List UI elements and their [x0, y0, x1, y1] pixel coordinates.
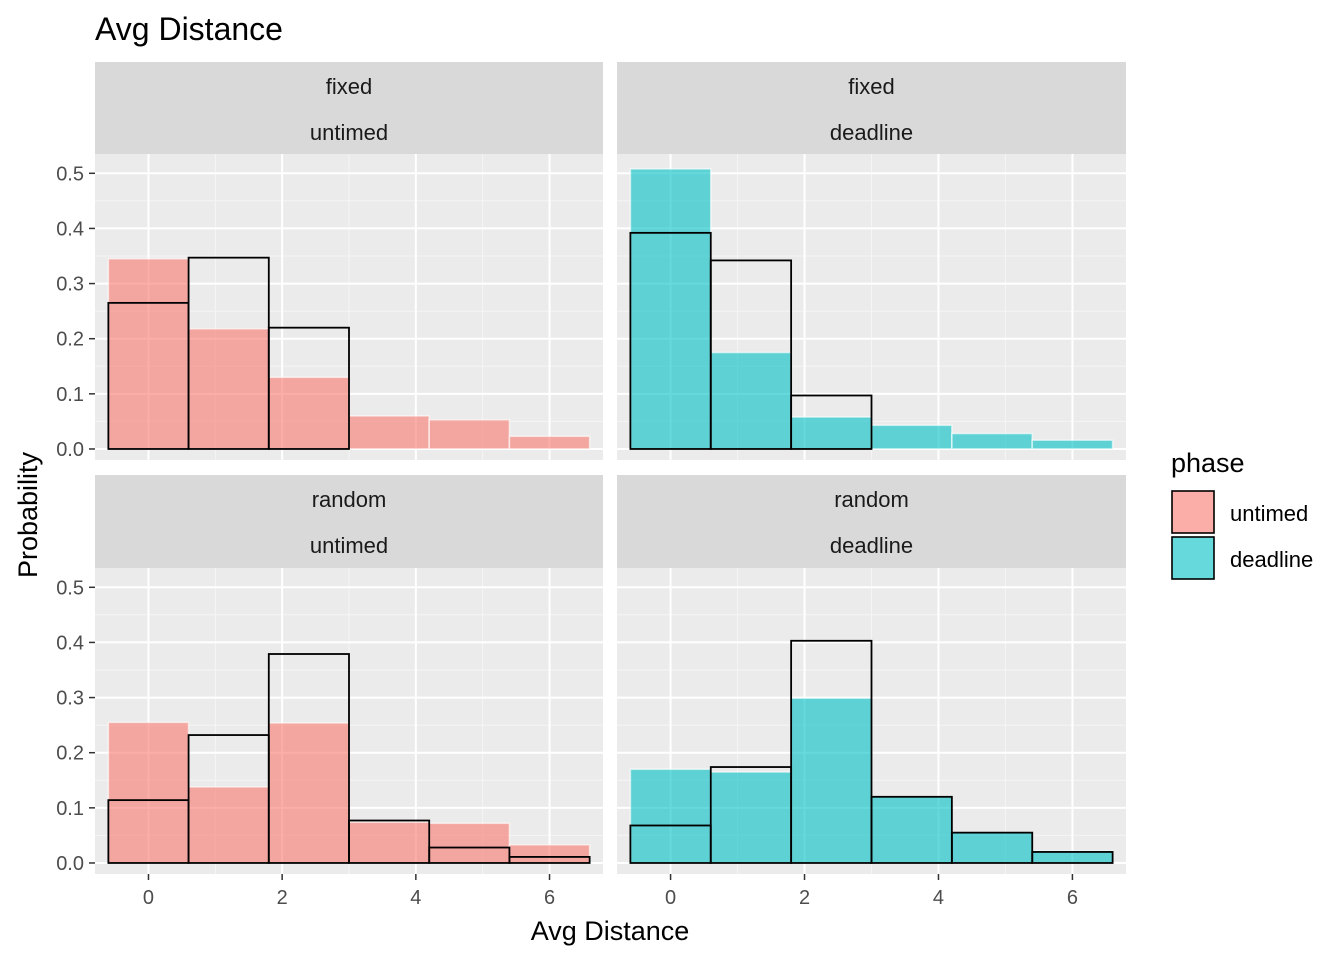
y-tick-label: 0.3: [56, 688, 84, 710]
legend: phase untimed deadline: [1171, 448, 1313, 580]
strip-label-top: random: [312, 487, 387, 512]
facet-strip: [617, 475, 1126, 568]
bar-deadline-5: [951, 432, 1034, 450]
bar-untimed-6: [508, 843, 591, 864]
bar-deadline-4: [870, 796, 953, 864]
panel-1: fixed untimed 0.0 0.1 0.2 0.3 0.4 0.5: [56, 62, 603, 461]
y-tick-label: 0.2: [56, 329, 84, 351]
legend-label-untimed: untimed: [1230, 501, 1308, 526]
strip-label-top: random: [834, 487, 909, 512]
bar-untimed-4: [348, 821, 431, 864]
panel-3: random untimed 0.0 0.1 0.2 0.3 0.4 0.5 0 2 4 6: [56, 475, 603, 909]
outline-bar-4: [348, 819, 431, 864]
x-tick-label: 4: [933, 887, 944, 909]
x-tick-label: 2: [277, 887, 288, 909]
outline-bar-6: [1031, 851, 1114, 864]
bar-untimed-5: [428, 418, 511, 450]
bar-untimed-3: [267, 722, 350, 864]
bar-untimed-5: [428, 822, 511, 864]
bar-deadline-5: [951, 831, 1034, 864]
outline-bar-5: [428, 846, 511, 864]
facet-strip: [95, 475, 603, 568]
y-tick-label: 0.4: [56, 632, 84, 654]
strip-label-bottom: untimed: [310, 533, 388, 558]
outline-bar-6: [508, 856, 591, 864]
bar-deadline-1: [629, 768, 712, 864]
outline-bar-2: [709, 259, 793, 450]
x-tick-label: 4: [410, 887, 421, 909]
bar-untimed-1: [107, 721, 190, 864]
x-tick-label: 0: [143, 887, 154, 909]
legend-key-untimed: [1171, 490, 1215, 534]
outline-bar-3: [790, 639, 873, 864]
bar-deadline-1: [629, 168, 712, 450]
bar-untimed-6: [508, 435, 591, 450]
strip-label-top: fixed: [326, 74, 372, 99]
outline-bar-3: [267, 653, 350, 864]
strip-label-bottom: deadline: [830, 533, 913, 558]
bar-deadline-2: [709, 351, 792, 450]
y-axis-title: Probability: [13, 451, 43, 578]
y-tick-label: 0.3: [56, 274, 84, 296]
outline-bar-4: [870, 795, 953, 864]
x-axis-title: Avg Distance: [531, 916, 690, 946]
x-tick-label: 6: [1067, 887, 1078, 909]
bar-untimed-2: [187, 327, 270, 450]
y-tick-label: 0.0: [56, 853, 84, 875]
bar-untimed-1: [107, 257, 190, 450]
bar-deadline-3: [790, 697, 873, 864]
y-tick-label: 0.2: [56, 743, 84, 765]
bar-untimed-3: [267, 376, 350, 450]
strip-label-bottom: untimed: [310, 120, 388, 145]
x-tick-label: 0: [665, 887, 676, 909]
facet-panels: fixed untimed 0.0 0.1 0.2 0.3 0.4 0.5 fixed deadl…: [56, 62, 1126, 909]
outline-bar-3: [790, 394, 873, 450]
x-tick-label: 6: [544, 887, 555, 909]
bar-deadline-2: [709, 771, 792, 864]
legend-key-deadline: [1171, 536, 1215, 580]
bar-untimed-4: [348, 415, 431, 450]
outline-bar-5: [950, 831, 1034, 864]
strip-label-bottom: deadline: [830, 120, 913, 145]
strip-label-top: fixed: [848, 74, 894, 99]
y-tick-label: 0.0: [56, 439, 84, 461]
y-tick-label: 0.1: [56, 798, 84, 820]
bar-deadline-3: [790, 416, 873, 450]
y-tick-label: 0.5: [56, 577, 84, 599]
panel-2: fixed deadline: [617, 62, 1126, 460]
x-tick-label: 2: [799, 887, 810, 909]
legend-label-deadline: deadline: [1230, 547, 1313, 572]
y-tick-label: 0.5: [56, 163, 84, 185]
facet-strip: [617, 62, 1126, 154]
y-tick-label: 0.4: [56, 218, 84, 240]
outline-bar-3: [267, 326, 350, 450]
legend-title: phase: [1171, 448, 1245, 478]
bar-untimed-2: [187, 786, 270, 864]
y-tick-label: 0.1: [56, 384, 84, 406]
chart-title: Avg Distance: [95, 11, 283, 47]
panel-4: random deadline 0 2 4 6: [617, 475, 1126, 909]
bar-deadline-6: [1031, 439, 1114, 450]
bar-deadline-4: [870, 424, 953, 450]
facet-strip: [95, 62, 603, 154]
